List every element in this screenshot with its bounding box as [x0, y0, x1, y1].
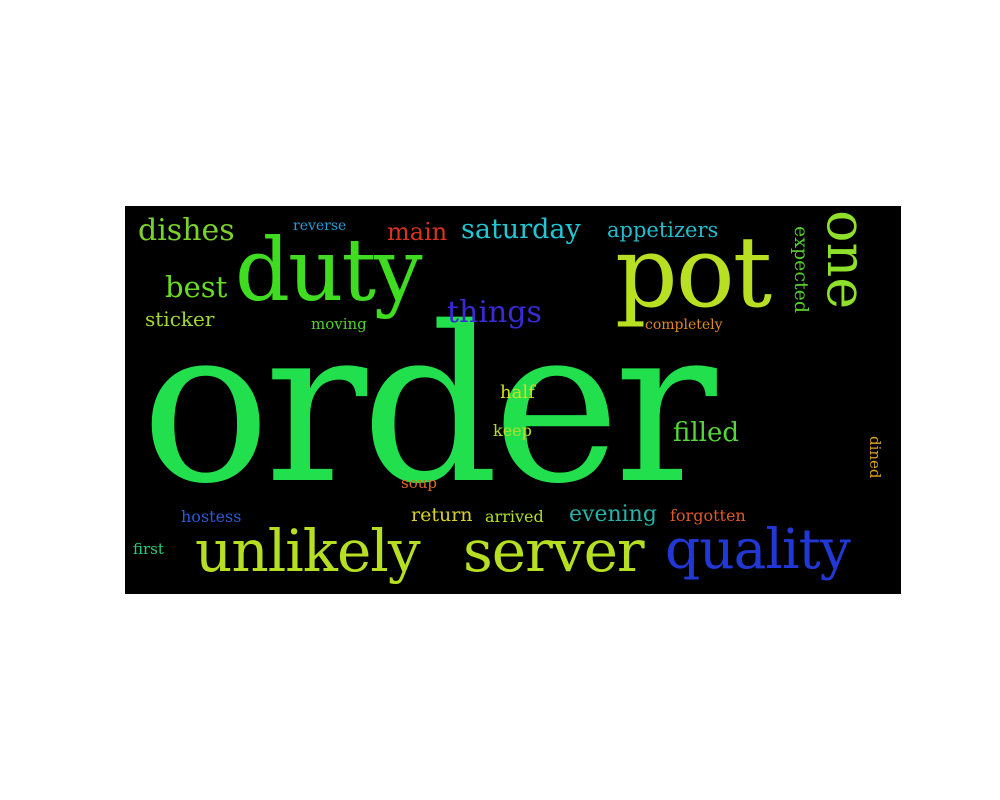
word-appetizers: appetizers [607, 218, 719, 242]
word-cloud: order duty pot one dishes reverse main s… [125, 206, 901, 594]
word-quality: quality [665, 517, 851, 581]
word-things: things [447, 295, 542, 330]
word-first: first [133, 540, 164, 558]
word-server: server [463, 517, 645, 585]
word-pot: pot [615, 216, 772, 330]
word-hostess: hostess [181, 507, 242, 526]
word-soup: soup [401, 474, 437, 492]
word-moving: moving [311, 315, 367, 333]
word-dined: dined [866, 436, 884, 479]
word-best: best [165, 270, 228, 304]
word-sticker: sticker [145, 307, 215, 331]
word-half: half [500, 382, 535, 403]
word-expected: expected [790, 226, 812, 314]
word-one: one [815, 210, 878, 310]
word-keep: keep [493, 421, 532, 440]
word-main: main [387, 218, 448, 246]
word-return: return [411, 504, 473, 526]
word-arrived: arrived [485, 507, 544, 526]
word-dishes: dishes [138, 213, 235, 248]
word-reverse: reverse [293, 218, 347, 234]
word-order: order [141, 280, 717, 531]
word-filled: filled [673, 418, 740, 448]
word-evening: evening [569, 502, 657, 527]
word-saturday: saturday [461, 214, 581, 245]
word-unlikely: unlikely [195, 517, 421, 585]
word-duty: duty [235, 221, 423, 321]
word-completely: completely [645, 317, 723, 333]
word-forgotten: forgotten [670, 506, 746, 525]
